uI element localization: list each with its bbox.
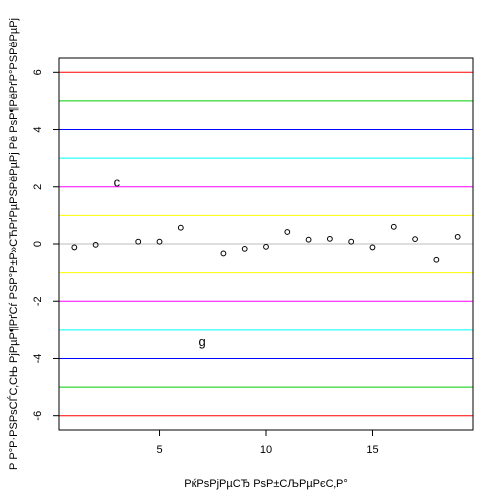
data-point [348, 238, 355, 245]
x-tick-label: 5 [156, 444, 162, 456]
data-point [326, 235, 333, 242]
y-tick-label: 6 [32, 69, 44, 75]
data-point [305, 236, 312, 243]
x-axis-label: РќРѕРјРµСЂ РѕР±СЉРµРєС‚Р° [184, 478, 348, 490]
data-point [177, 224, 184, 231]
data-point [71, 244, 78, 251]
data-point [241, 245, 248, 252]
data-point [390, 223, 397, 230]
point-label: c [114, 174, 121, 189]
y-tick-label: 4 [32, 126, 44, 132]
point-labels: cg [114, 174, 206, 348]
y-tick-label: -6 [32, 411, 44, 421]
y-axis: -6 -4 -2 0 2 4 6 [32, 69, 60, 421]
data-points [71, 223, 461, 263]
data-point [433, 256, 440, 263]
data-point [135, 238, 142, 245]
data-point [454, 233, 461, 240]
data-point [92, 241, 99, 248]
x-axis: 5 10 15 [156, 429, 379, 456]
data-point [412, 236, 418, 243]
data-point [263, 243, 269, 250]
data-point [284, 229, 291, 235]
point-label: g [198, 334, 205, 349]
y-tick-label: 0 [32, 241, 44, 247]
y-axis-label: Р Р°Р·РЅРѕСЃС‚СЊ РјРµР¶РґСѓ РЅР°Р±Р»СЋРґ… [7, 18, 20, 470]
y-tick-label: 2 [32, 184, 44, 190]
x-tick-label: 15 [366, 444, 378, 456]
data-point [156, 238, 163, 245]
y-tick-label: -2 [32, 296, 44, 306]
data-point [220, 250, 227, 257]
y-tick-label: -4 [32, 354, 44, 364]
data-point [369, 244, 376, 251]
x-tick-label: 10 [260, 444, 272, 456]
